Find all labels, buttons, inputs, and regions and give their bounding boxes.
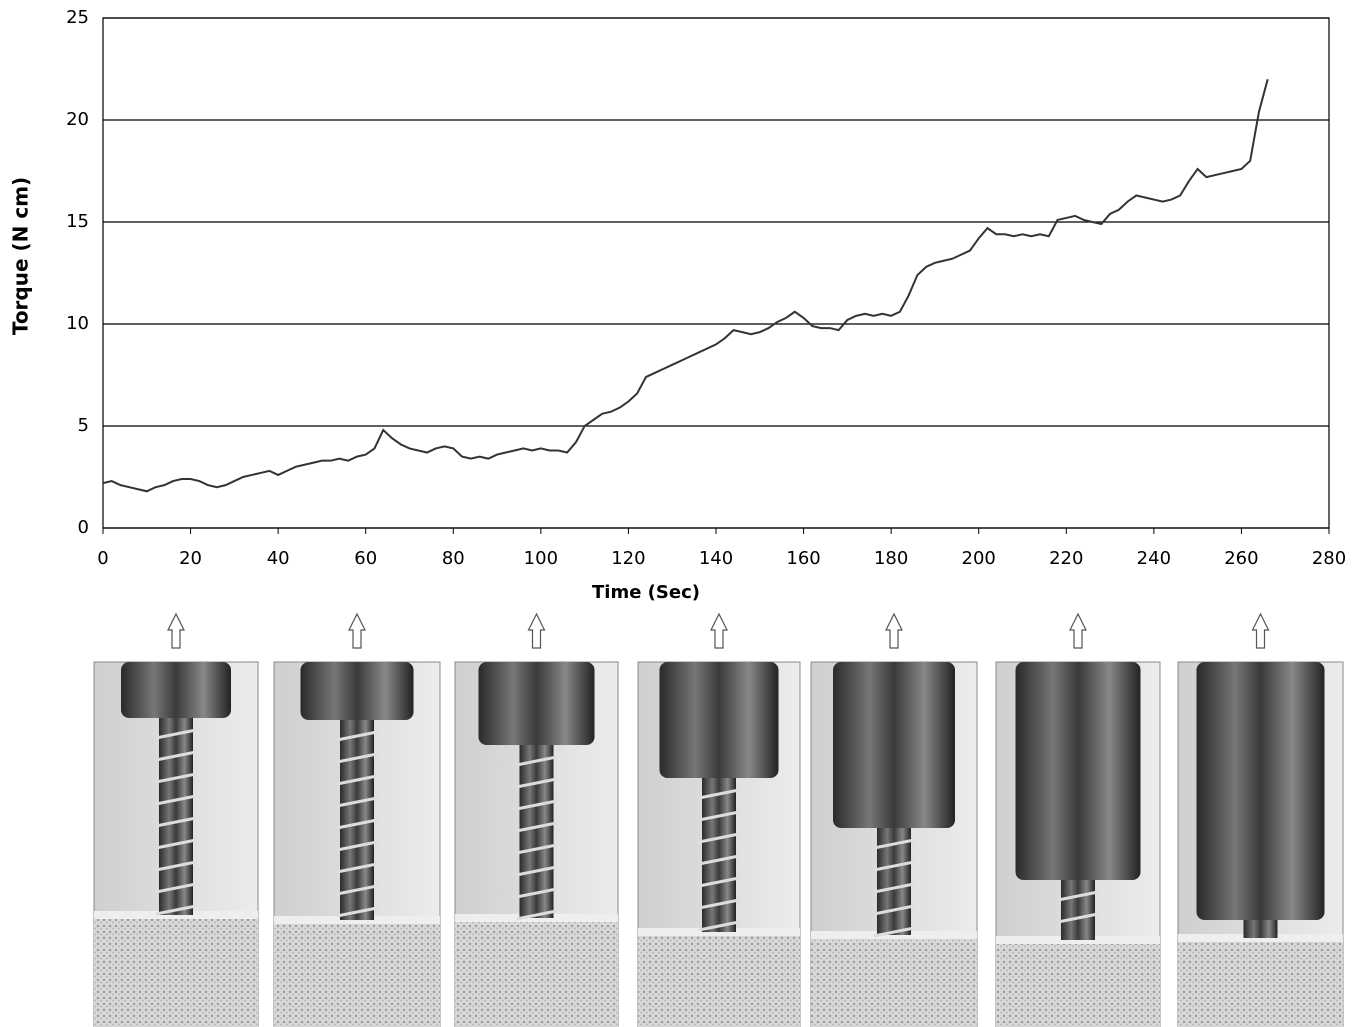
x-tick-label: 180 — [874, 548, 908, 569]
thread — [516, 755, 557, 767]
thread — [873, 926, 915, 938]
arrow — [1251, 612, 1270, 649]
thread — [336, 796, 378, 808]
x-axis-label: Time (Sec) — [592, 582, 700, 603]
thread — [516, 777, 557, 789]
thread — [155, 816, 197, 828]
arrow — [885, 612, 903, 649]
plot-frame — [102, 17, 1330, 529]
thread — [155, 838, 197, 850]
x-tick-label: 160 — [786, 548, 820, 569]
driver — [300, 662, 414, 720]
y-tick-label: 25 — [66, 7, 89, 28]
driver — [121, 662, 231, 718]
thread — [155, 728, 197, 740]
thread — [336, 862, 378, 874]
thread — [516, 843, 557, 855]
photo-strip — [93, 612, 1344, 1027]
arrow — [1069, 612, 1087, 649]
screw — [159, 718, 193, 915]
x-tick-label: 240 — [1137, 548, 1171, 569]
thread — [873, 860, 915, 872]
arrow — [710, 612, 728, 649]
thread — [155, 772, 197, 784]
driver — [659, 662, 779, 778]
thread — [873, 882, 915, 894]
x-tick-label: 140 — [699, 548, 733, 569]
thread — [336, 906, 378, 918]
y-tick-label: 10 — [66, 313, 89, 334]
thread — [698, 898, 740, 910]
x-tick-label: 20 — [179, 548, 202, 569]
y-tick-label: 15 — [66, 211, 89, 232]
thread — [698, 788, 740, 800]
screw — [1243, 920, 1278, 938]
y-axis-label: Torque (N cm) — [9, 177, 33, 335]
y-tick-label: 0 — [78, 517, 89, 538]
x-tick-label: 120 — [611, 548, 645, 569]
thread — [1057, 912, 1099, 924]
thread — [873, 904, 915, 916]
thread — [698, 854, 740, 866]
bone — [94, 915, 258, 1027]
thread — [516, 799, 557, 811]
x-tick-label: 80 — [442, 548, 465, 569]
x-tick-label: 280 — [1312, 548, 1346, 569]
bone — [274, 920, 440, 1027]
arrow — [527, 612, 546, 649]
x-tick-label: 220 — [1049, 548, 1083, 569]
thread — [155, 794, 197, 806]
x-tick-label: 100 — [524, 548, 558, 569]
x-tick-label: 260 — [1224, 548, 1258, 569]
thread — [516, 909, 557, 921]
thread — [336, 818, 378, 830]
thread — [698, 810, 740, 822]
x-tick-label: 200 — [962, 548, 996, 569]
arrow — [348, 612, 366, 649]
bone — [638, 932, 800, 1027]
screw — [1061, 880, 1095, 940]
thread — [1057, 890, 1099, 902]
thread — [155, 882, 197, 894]
thread — [698, 876, 740, 888]
thread — [155, 860, 197, 872]
thread — [155, 750, 197, 762]
thread — [516, 821, 557, 833]
thread — [516, 865, 557, 877]
driver — [1015, 662, 1141, 880]
thread — [698, 832, 740, 844]
bone — [455, 918, 618, 1027]
x-tick-label: 40 — [267, 548, 290, 569]
thread — [336, 840, 378, 852]
bone — [1178, 938, 1343, 1027]
thread — [336, 730, 378, 742]
screw — [702, 778, 736, 932]
x-tick-label: 60 — [354, 548, 377, 569]
data-line — [102, 78, 1269, 493]
driver — [478, 662, 595, 745]
thread — [336, 774, 378, 786]
y-tick-label: 5 — [78, 415, 89, 436]
thread — [516, 887, 557, 899]
x-tick-label: 0 — [97, 548, 108, 569]
driver — [833, 662, 955, 828]
thread — [155, 904, 197, 916]
thread — [873, 838, 915, 850]
arrow — [167, 612, 185, 649]
driver — [1196, 662, 1325, 920]
thread — [336, 752, 378, 764]
bone — [996, 940, 1160, 1027]
bone — [811, 935, 977, 1027]
y-tick-label: 20 — [66, 109, 89, 130]
screw — [519, 745, 554, 918]
thread — [698, 920, 740, 932]
thread — [336, 884, 378, 896]
